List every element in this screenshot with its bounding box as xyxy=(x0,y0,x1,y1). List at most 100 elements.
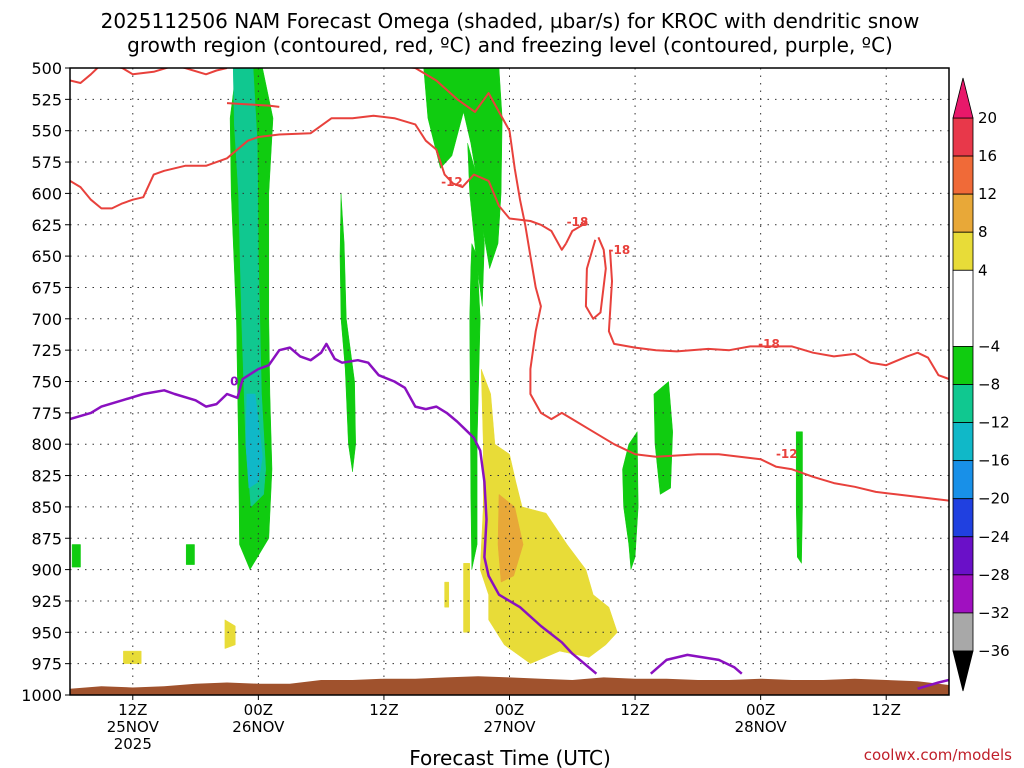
colorbar-label: −4 xyxy=(978,337,1000,355)
colorbar-label: 4 xyxy=(978,261,988,279)
colorbar-band xyxy=(952,269,974,347)
dgz-contour--12 xyxy=(226,102,280,108)
omega-region-1 xyxy=(232,68,266,508)
dgz-contour-label: -12 xyxy=(776,447,798,461)
x-tick-label: 28NOV xyxy=(735,718,788,736)
colorbar-label: 12 xyxy=(978,185,997,203)
colorbar-label: 8 xyxy=(978,223,988,241)
colorbar-label: −8 xyxy=(978,376,1000,394)
colorbar-band xyxy=(952,498,974,538)
y-tick-label: 850 xyxy=(31,498,62,517)
colorbar-band xyxy=(952,574,974,614)
y-tick-label: 625 xyxy=(31,216,62,235)
omega-region-7 xyxy=(622,430,639,570)
freezing-level-contours xyxy=(70,342,949,690)
omega-region-16 xyxy=(123,650,142,664)
colorbar-label: −32 xyxy=(978,604,1010,622)
colorbar: 20 16 12 8 4 −4 −8 −12 −16 −20 −24 −28 −32 −36 xyxy=(952,77,1010,692)
dgz-contour--18 xyxy=(565,220,588,245)
colorbar-label: −12 xyxy=(978,414,1010,432)
omega-region-12 xyxy=(479,368,618,664)
x-tick-label: 00Z xyxy=(244,701,273,719)
omega-region-13 xyxy=(444,581,450,608)
colorbar-label: 16 xyxy=(978,147,997,165)
x-tick-label: 2025 xyxy=(114,735,152,753)
x-tick-label: 26NOV xyxy=(232,718,285,736)
y-tick-label: 575 xyxy=(31,153,62,172)
colorbar-band xyxy=(952,193,974,233)
colorbar-band xyxy=(952,422,974,462)
x-tick-label: 12Z xyxy=(369,701,398,719)
colorbar-band xyxy=(952,460,974,500)
colorbar-band xyxy=(952,536,974,576)
pressure-axis: 500 525 550 575 600 625 650 675 700 725 750 775 800 8… xyxy=(21,59,70,705)
y-tick-label: 825 xyxy=(31,467,62,486)
omega-region-11 xyxy=(185,544,195,565)
omega-region-9 xyxy=(795,431,803,565)
y-tick-label: 550 xyxy=(31,122,62,141)
colorbar-band xyxy=(952,155,974,195)
y-tick-label: 700 xyxy=(31,310,62,329)
freezing-level-line xyxy=(917,678,949,690)
x-tick-label: 00Z xyxy=(746,701,775,719)
dgz-contour--12 xyxy=(70,114,567,251)
x-tick-label: 12Z xyxy=(872,701,901,719)
y-tick-label: 675 xyxy=(31,278,62,297)
colorbar-band xyxy=(952,384,974,423)
dgz-contour--12 xyxy=(406,68,949,502)
x-tick-label: 12Z xyxy=(118,701,147,719)
dgz-contours xyxy=(70,68,949,502)
omega-region-14 xyxy=(463,563,470,633)
y-tick-label: 925 xyxy=(31,592,62,611)
y-tick-label: 900 xyxy=(31,561,62,580)
y-tick-label: 650 xyxy=(31,247,62,266)
x-tick-label: 12Z xyxy=(620,701,649,719)
dgz-contour-label: -18 xyxy=(758,337,780,351)
colorbar-top-arrow xyxy=(952,77,974,119)
dgz-contour-label: -18 xyxy=(609,243,631,257)
omega-region-6 xyxy=(339,193,356,472)
x-tick-label: 00Z xyxy=(495,701,524,719)
dgz-contour-label: -12 xyxy=(441,175,463,189)
colorbar-label: −16 xyxy=(978,452,1010,470)
terrain-layer xyxy=(70,676,949,695)
omega-region-10 xyxy=(71,544,81,568)
y-tick-label: 750 xyxy=(31,373,62,392)
colorbar-band xyxy=(952,612,974,652)
colorbar-label: 20 xyxy=(978,109,997,127)
y-tick-label: 950 xyxy=(31,623,62,642)
contour-labels: -12 -18 -18 -18 -12 0 xyxy=(230,175,798,461)
y-tick-label: 725 xyxy=(31,341,62,360)
terrain-fill xyxy=(70,676,949,695)
colorbar-band xyxy=(952,231,974,271)
dgz-contour--12 xyxy=(70,68,228,84)
omega-region-17 xyxy=(497,493,524,583)
credit-text: coolwx.com/models xyxy=(864,746,1012,764)
x-axis-label: Forecast Time (UTC) xyxy=(409,746,611,768)
freezing-level-line xyxy=(649,653,743,675)
y-tick-label: 975 xyxy=(31,655,62,674)
freezing-level-line xyxy=(70,342,598,675)
y-tick-label: 875 xyxy=(31,529,62,548)
chart-title-line1: 2025112506 NAM Forecast Omega (shaded, µ… xyxy=(101,9,920,33)
dgz-contour--18 xyxy=(584,236,607,320)
y-tick-label: 1000 xyxy=(21,686,62,705)
y-tick-label: 600 xyxy=(31,184,62,203)
omega-region-15 xyxy=(224,619,236,649)
x-tick-label: 27NOV xyxy=(483,718,536,736)
y-tick-label: 500 xyxy=(31,59,62,78)
chart-title-line2: growth region (contoured, red, ºC) and f… xyxy=(127,33,893,57)
dgz-contour--18 xyxy=(607,249,949,380)
colorbar-label: −36 xyxy=(978,642,1010,660)
y-tick-label: 775 xyxy=(31,404,62,423)
freezing-level-label: 0 xyxy=(230,375,238,389)
colorbar-label: −20 xyxy=(978,490,1010,508)
colorbar-label: −24 xyxy=(978,528,1010,546)
omega-region-5 xyxy=(469,243,481,570)
colorbar-label: −28 xyxy=(978,566,1010,584)
y-tick-label: 525 xyxy=(31,90,62,109)
colorbar-band xyxy=(952,346,974,385)
x-tick-label: 25NOV xyxy=(107,718,160,736)
